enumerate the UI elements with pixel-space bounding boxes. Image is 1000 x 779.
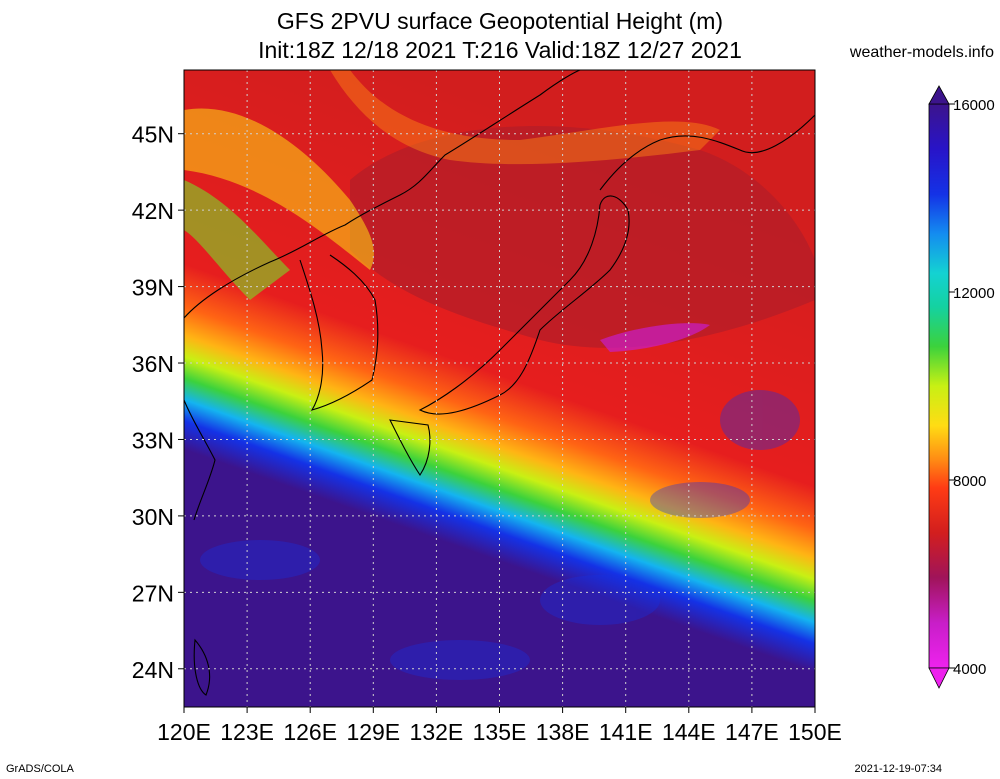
colorbar-label: 8000 [953, 473, 986, 490]
colorbar-label: 16000 [953, 97, 995, 114]
lat-label: 33N [132, 427, 174, 453]
colorbar-ticks: 16000 12000 8000 4000 [949, 97, 995, 678]
lat-label: 42N [132, 198, 174, 224]
coastlines [184, 70, 815, 696]
map-subtitle: Init:18Z 12/18 2021 T:216 Valid:18Z 12/2… [258, 37, 742, 63]
lon-label: 120E [157, 719, 211, 745]
lat-axis: 45N 42N 39N 36N 33N 30N 27N 24N [132, 122, 184, 683]
lon-label: 147E [725, 719, 779, 745]
lon-axis: 120E 123E 126E 129E 132E 135E 138E 141E 144E 147E… [157, 707, 842, 745]
colorbar-scale [928, 103, 950, 669]
footer-credit: GrADS/COLA [6, 763, 74, 775]
lat-label: 36N [132, 351, 174, 377]
lat-label: 39N [132, 275, 174, 301]
lon-label: 144E [662, 719, 716, 745]
lon-label: 141E [599, 719, 653, 745]
footer-timestamp: 2021-12-19-07:34 [854, 763, 942, 775]
graticule [184, 70, 815, 707]
lat-label: 30N [132, 504, 174, 530]
lat-label: 27N [132, 580, 174, 606]
lat-label: 24N [132, 657, 174, 683]
lon-label: 123E [220, 719, 274, 745]
lon-label: 129E [346, 719, 400, 745]
colorbar: 16000 12000 8000 4000 [928, 85, 995, 689]
geopotential-field [184, 70, 815, 707]
lon-label: 135E [473, 719, 527, 745]
lon-label: 132E [410, 719, 464, 745]
colorbar-label: 12000 [953, 285, 995, 302]
map-title: GFS 2PVU surface Geopotential Height (m) [276, 8, 724, 34]
colorbar-max-arrow [928, 85, 950, 105]
colorbar-label: 4000 [953, 661, 986, 678]
colorbar-min-arrow [928, 667, 950, 689]
lat-label: 45N [132, 122, 174, 148]
lon-label: 138E [536, 719, 590, 745]
site-label: weather-models.info [849, 44, 994, 61]
lon-label: 126E [283, 719, 337, 745]
lon-label: 150E [788, 719, 842, 745]
